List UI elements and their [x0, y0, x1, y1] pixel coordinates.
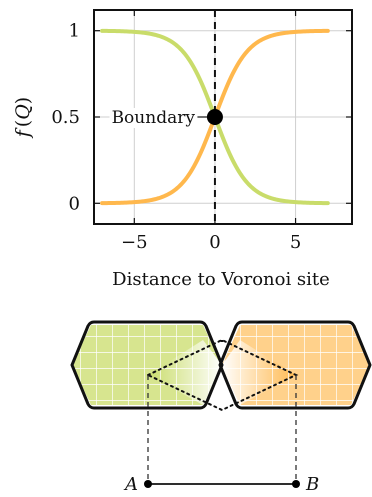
y-tick-label: 0.5 — [51, 107, 80, 128]
boundary-label: Boundary — [112, 108, 196, 128]
voronoi-cells-diagram: A B — [70, 320, 372, 495]
boundary-point — [206, 109, 223, 125]
point-a — [144, 480, 152, 488]
y-tick-label: 1 — [69, 21, 80, 42]
point-b — [292, 480, 300, 488]
boundary-label-background — [109, 108, 198, 128]
right-cell-grid — [222, 325, 370, 405]
y-axis-label: f(Q) — [12, 97, 34, 139]
point-a-label: A — [123, 474, 138, 495]
left-cell-grid — [72, 325, 222, 405]
right-voronoi-cell — [218, 320, 372, 410]
y-tick-label: 0 — [69, 193, 80, 214]
point-b-label: B — [305, 474, 319, 495]
axis-ticks: −5 0 5 0 0.5 1 — [51, 10, 352, 253]
x-tick-label: −5 — [121, 232, 148, 253]
x-axis-label: Distance to Voronoi site — [112, 269, 330, 290]
left-voronoi-cell — [70, 320, 224, 410]
x-tick-label: 0 — [209, 232, 220, 253]
sigmoid-plot: −5 0 5 0 0.5 1 Boundary f(Q) Distance to Voro… — [12, 9, 353, 290]
x-tick-label: 5 — [290, 232, 301, 253]
